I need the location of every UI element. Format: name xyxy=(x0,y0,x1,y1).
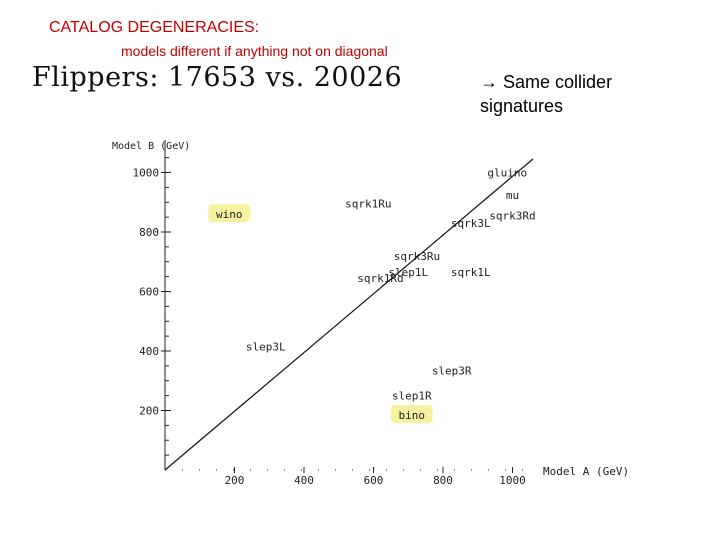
x-axis-label: Model A (GeV) xyxy=(543,465,629,478)
x-tick-label: 600 xyxy=(364,474,384,487)
point-label-sqrk1Ru: sqrk1Ru xyxy=(345,198,391,211)
x-tick-label: 800 xyxy=(433,474,453,487)
y-tick-label: 600 xyxy=(139,286,159,299)
point-label-sqrk3Ru: sqrk3Ru xyxy=(394,250,440,263)
note-text: → Same collider signatures xyxy=(480,70,680,118)
point-label-slep1R: slep1R xyxy=(392,390,432,403)
point-label-bino: bino xyxy=(398,409,425,422)
diagonal-line xyxy=(164,158,534,471)
point-label-sqrk1Rd: sqrk1Rd xyxy=(357,272,403,285)
point-label-mu: mu xyxy=(506,189,519,202)
x-tick-label: 1000 xyxy=(499,474,526,487)
point-label-slep1L: slep1L xyxy=(388,266,428,279)
note-label: Same collider signatures xyxy=(480,72,613,116)
flippers-heading: Flippers: 17653 vs. 20026 xyxy=(32,62,403,93)
x-tick-label: 400 xyxy=(294,474,314,487)
page-title: CATALOG DEGENERACIES: xyxy=(49,19,260,36)
highlight-bino xyxy=(390,404,433,423)
point-label-sqrk1L: sqrk1L xyxy=(451,266,491,279)
point-label-sqrk3L: sqrk3L xyxy=(451,217,491,230)
y-axis-label: Model B (GeV) xyxy=(112,141,190,152)
highlight-wino xyxy=(208,204,251,223)
point-label-wino: wino xyxy=(216,208,243,221)
x-tick-label: 200 xyxy=(225,474,245,487)
point-label-gluino: gluino xyxy=(487,167,527,180)
point-label-sqrk3Rd: sqrk3Rd xyxy=(489,210,535,223)
y-tick-label: 1000 xyxy=(133,167,160,180)
point-label-slep3L: slep3L xyxy=(246,341,286,354)
y-tick-label: 800 xyxy=(139,226,159,239)
page-subtitle: models different if anything not on diag… xyxy=(121,43,388,59)
y-tick-label: 400 xyxy=(139,345,159,358)
arrow-icon: → xyxy=(480,72,498,92)
point-label-slep3R: slep3R xyxy=(432,364,472,377)
y-tick-label: 200 xyxy=(139,405,159,418)
